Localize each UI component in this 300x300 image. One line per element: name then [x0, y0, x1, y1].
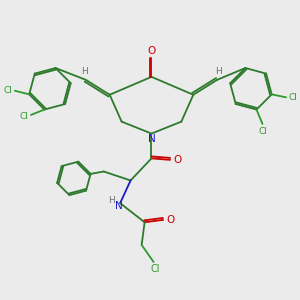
Text: Cl: Cl — [259, 127, 268, 136]
Text: H: H — [81, 67, 88, 76]
Text: O: O — [147, 46, 156, 56]
Text: Cl: Cl — [19, 112, 28, 121]
Text: O: O — [174, 155, 182, 165]
Text: H: H — [108, 196, 115, 205]
Text: N: N — [115, 200, 122, 211]
Text: Cl: Cl — [3, 86, 12, 95]
Text: Cl: Cl — [150, 264, 160, 274]
Text: N: N — [148, 134, 155, 144]
Text: O: O — [167, 215, 175, 225]
Text: Cl: Cl — [289, 93, 298, 102]
Text: H: H — [215, 67, 222, 76]
